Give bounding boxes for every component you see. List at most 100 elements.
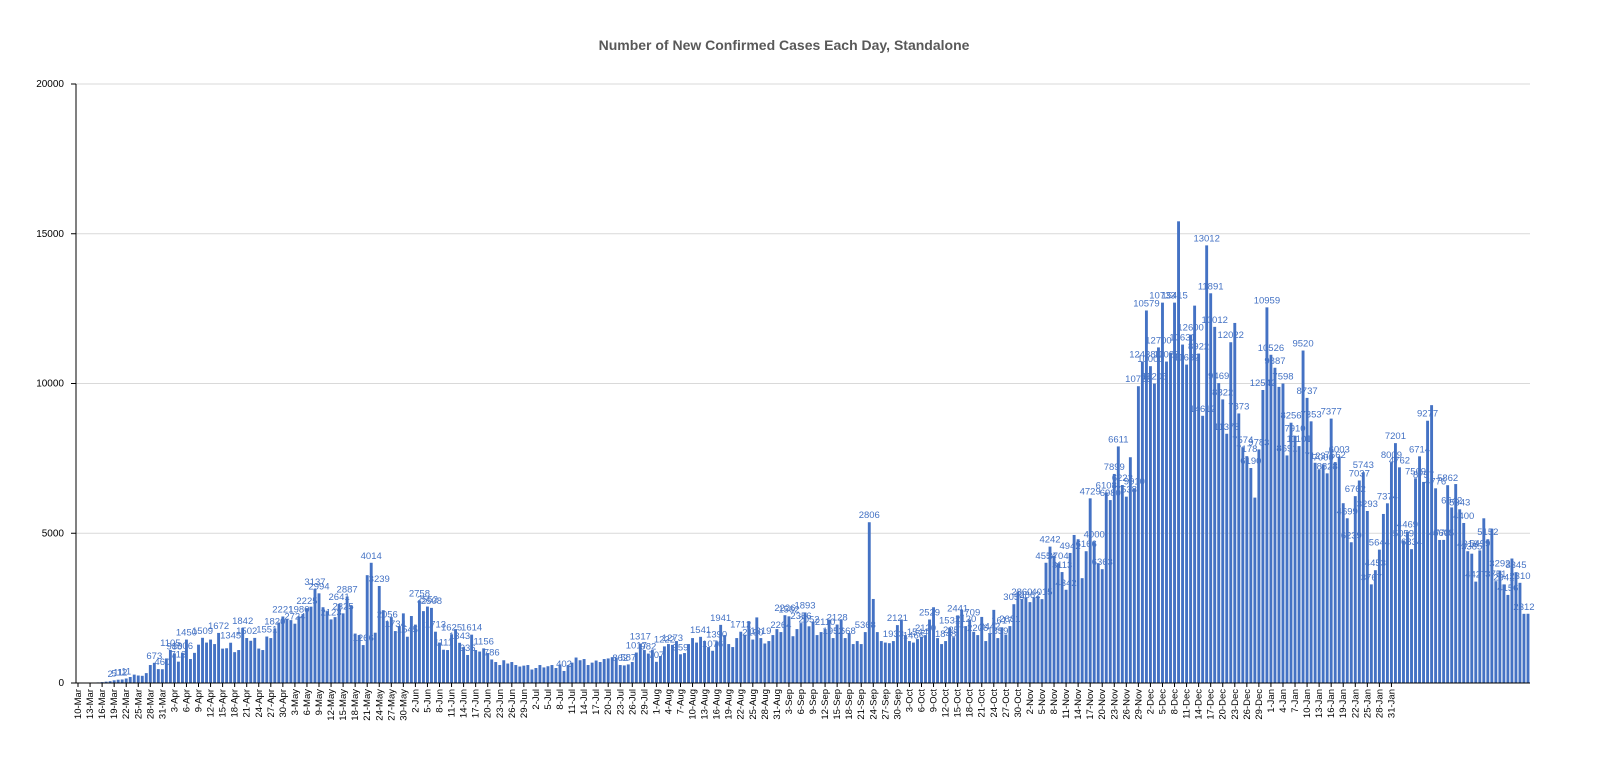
data-label: 11378 xyxy=(1214,422,1240,433)
bar xyxy=(490,659,494,683)
data-label: 11101 xyxy=(1287,434,1312,445)
bar xyxy=(1502,584,1506,683)
x-tick-label: 20-Jun xyxy=(483,689,494,718)
bar xyxy=(1297,446,1301,683)
bar xyxy=(687,644,690,683)
bar xyxy=(791,636,795,683)
bar xyxy=(1084,551,1088,683)
bar xyxy=(1490,528,1494,683)
data-label: 5862 xyxy=(1437,473,1458,484)
data-label: 988 xyxy=(166,641,182,652)
y-axis: 0 5000 10000 15000 20000 xyxy=(36,79,77,689)
bar xyxy=(128,677,132,683)
data-label: 10000 xyxy=(1137,354,1163,365)
bar xyxy=(1337,456,1341,683)
bar xyxy=(695,642,698,683)
bar xyxy=(731,647,735,683)
data-label: 4014 xyxy=(361,551,382,562)
bar xyxy=(1016,591,1020,683)
data-label: 9887 xyxy=(1264,356,1285,367)
bar xyxy=(1285,455,1289,683)
bar xyxy=(1088,498,1092,683)
x-tick-label: 21-Sep xyxy=(856,689,867,720)
data-label: 1709 xyxy=(959,608,980,619)
bar xyxy=(675,641,678,683)
data-label: 4554 xyxy=(1035,551,1056,562)
bar xyxy=(771,635,775,683)
bar xyxy=(1430,405,1434,683)
bar xyxy=(1092,541,1096,683)
bar xyxy=(851,644,855,683)
x-tick-label: 12-Oct xyxy=(941,689,952,718)
x-tick-label: 13-Jan xyxy=(1314,689,1325,718)
data-label: 10012 xyxy=(1201,315,1227,326)
bar xyxy=(124,678,128,683)
bar xyxy=(759,638,763,683)
bar xyxy=(1281,383,1285,683)
bar xyxy=(293,623,297,683)
bar xyxy=(1245,456,1249,683)
bar xyxy=(112,680,116,683)
x-tick-label: 17-Jul xyxy=(591,689,602,715)
data-label: 7123 xyxy=(1305,451,1326,462)
data-label: 1105 xyxy=(160,638,180,649)
x-tick-label: 12-May xyxy=(326,689,337,721)
data-label: 5368 xyxy=(855,620,876,631)
bar xyxy=(217,632,221,683)
data-label: 1273 xyxy=(662,633,683,644)
x-tick-label: 29-Dec xyxy=(1254,689,1265,720)
x-tick-label: 19-Mar xyxy=(109,689,120,719)
bar xyxy=(349,605,353,683)
bar xyxy=(249,640,253,683)
data-label: 5059 xyxy=(1393,528,1414,539)
x-tick-label: 3-Oct xyxy=(904,689,915,713)
bar xyxy=(458,642,462,683)
x-tick-label: 9-Oct xyxy=(929,689,940,713)
bar xyxy=(297,616,301,683)
x-tick-label: 30-May xyxy=(398,689,409,721)
bar xyxy=(1169,352,1172,683)
bar xyxy=(530,669,534,683)
data-label: 2221 xyxy=(272,604,293,615)
bar xyxy=(353,633,357,683)
bar xyxy=(907,641,911,683)
data-label: 3113 xyxy=(1052,560,1072,571)
bar xyxy=(1406,531,1409,683)
bar xyxy=(727,644,731,683)
bar xyxy=(164,658,168,683)
data-label: 2325 xyxy=(333,601,354,612)
data-labels: 2511121167346011059887131006145015091672… xyxy=(107,233,1534,680)
bar xyxy=(662,646,666,683)
bar xyxy=(213,644,217,683)
bar xyxy=(642,650,646,683)
bar xyxy=(976,635,980,683)
data-label: 3751 xyxy=(1485,569,1506,580)
x-tick-label: 22-Aug xyxy=(736,689,747,720)
x-tick-label: 3-Apr xyxy=(169,689,180,712)
data-label: 10579 xyxy=(1133,298,1159,309)
bar xyxy=(257,648,261,683)
x-tick-label: 6-Sep xyxy=(796,689,807,714)
bar xyxy=(578,660,582,683)
x-tick-label: 27-Apr xyxy=(266,689,277,718)
x-tick-label: 26-Nov xyxy=(1121,689,1132,720)
bar xyxy=(683,653,686,683)
bar xyxy=(827,619,831,683)
x-tick-label: 21-Oct xyxy=(977,689,988,718)
x-tick-label: 11-Dec xyxy=(1182,689,1193,719)
x-tick-label: 8-Jul xyxy=(555,689,566,710)
bar xyxy=(1008,626,1012,683)
data-label: 2508 xyxy=(421,596,442,607)
bar xyxy=(1518,582,1522,683)
x-tick-label: 20-Jul xyxy=(603,689,614,715)
data-label: 2860 xyxy=(1011,587,1032,598)
x-tick-label: 31-Mar xyxy=(157,689,168,719)
bar xyxy=(1076,539,1080,683)
x-tick-label: 5-Jul xyxy=(543,689,554,710)
data-label: 3293 xyxy=(1357,499,1378,510)
bar xyxy=(160,669,164,683)
bar xyxy=(855,641,859,683)
bar xyxy=(1205,245,1209,683)
x-tick-label: 14-Jun xyxy=(459,689,470,718)
